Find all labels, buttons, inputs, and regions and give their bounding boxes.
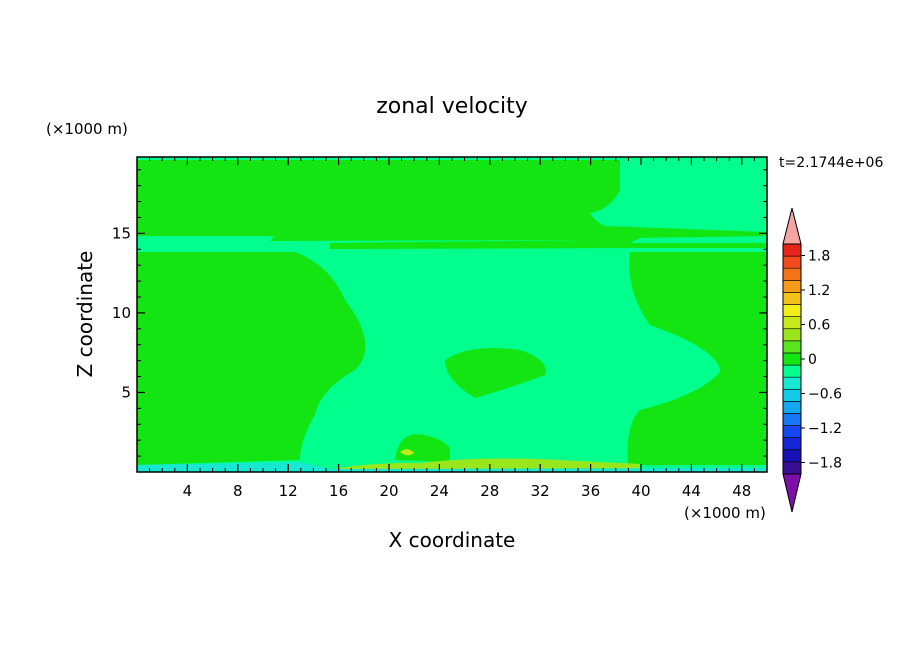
x-tick-label: 24 xyxy=(430,482,449,500)
x-tick-label: 48 xyxy=(732,482,751,500)
region-near-surface-blob xyxy=(400,449,414,456)
colorbar-swatch xyxy=(782,461,802,475)
region-upper-band-left xyxy=(137,160,290,236)
region-lower-left xyxy=(137,252,366,465)
colorbar-swatch xyxy=(782,243,802,257)
colorbar-swatch xyxy=(782,413,802,426)
colorbar-swatch xyxy=(782,280,802,293)
x-tick-label: 16 xyxy=(329,482,348,500)
colorbar-tick-label: 1.2 xyxy=(808,283,830,299)
colorbar-swatch xyxy=(782,340,802,354)
colorbar-tick-label: −1.2 xyxy=(808,421,842,437)
colorbar-max-arrow xyxy=(782,207,802,245)
colorbar-min-arrow xyxy=(782,473,802,513)
colorbar-swatch xyxy=(782,449,802,463)
colorbar-tick-label: −1.8 xyxy=(808,456,842,472)
colorbar-swatch xyxy=(782,328,802,342)
colorbar: 1.8 1.2 0.6 0 −0.6 −1.2 −1.8 xyxy=(782,207,842,513)
time-label: t=2.1744e+06 xyxy=(779,155,883,171)
colorbar-tick-label: −0.6 xyxy=(808,387,842,403)
y-axis-label: Z coordinate xyxy=(73,251,97,378)
colorbar-swatch xyxy=(782,388,802,402)
x-tick-label: 36 xyxy=(581,482,600,500)
colorbar-swatch xyxy=(782,425,802,438)
region-right xyxy=(627,252,767,465)
x-axis-label: X coordinate xyxy=(389,528,516,552)
x-tick-label: 12 xyxy=(279,482,298,500)
chart-title: zonal velocity xyxy=(376,94,528,119)
contour-field xyxy=(137,157,767,472)
colorbar-swatch xyxy=(782,304,802,317)
colorbar-tick-label: 0 xyxy=(808,352,817,368)
colorbar-swatch xyxy=(782,316,802,330)
x-tick-label: 44 xyxy=(682,482,701,500)
region-upper-band xyxy=(137,160,767,249)
x-unit-label: (×1000 m) xyxy=(684,504,766,522)
colorbar-swatch xyxy=(782,376,802,390)
y-tick-label: 10 xyxy=(112,304,131,322)
region-center-blob xyxy=(445,347,546,398)
colorbar-swatch xyxy=(782,364,802,378)
colorbar-swatch xyxy=(782,401,802,414)
y-axis-ticks: 5 10 15 xyxy=(112,169,767,457)
x-tick-label: 32 xyxy=(531,482,550,500)
x-tick-label: 40 xyxy=(631,482,650,500)
y-tick-label: 5 xyxy=(121,383,131,401)
colorbar-swatch xyxy=(782,352,802,366)
y-unit-label: (×1000 m) xyxy=(46,120,128,138)
colorbar-tick-label: 0.6 xyxy=(808,318,830,334)
x-tick-label: 20 xyxy=(379,482,398,500)
colorbar-tick-label: 1.8 xyxy=(808,249,830,265)
colorbar-swatch xyxy=(782,267,802,281)
x-tick-label: 28 xyxy=(480,482,499,500)
y-tick-label: 15 xyxy=(112,224,131,242)
region-surface-edge xyxy=(137,462,767,472)
colorbar-swatch xyxy=(782,292,802,305)
colorbar-swatch xyxy=(782,437,802,451)
x-axis-ticks: 4 8 12 16 20 24 28 32 36 40 44 48 xyxy=(149,157,755,500)
colorbar-swatch xyxy=(782,255,802,269)
x-tick-label: 4 xyxy=(183,482,193,500)
x-tick-label: 8 xyxy=(233,482,243,500)
